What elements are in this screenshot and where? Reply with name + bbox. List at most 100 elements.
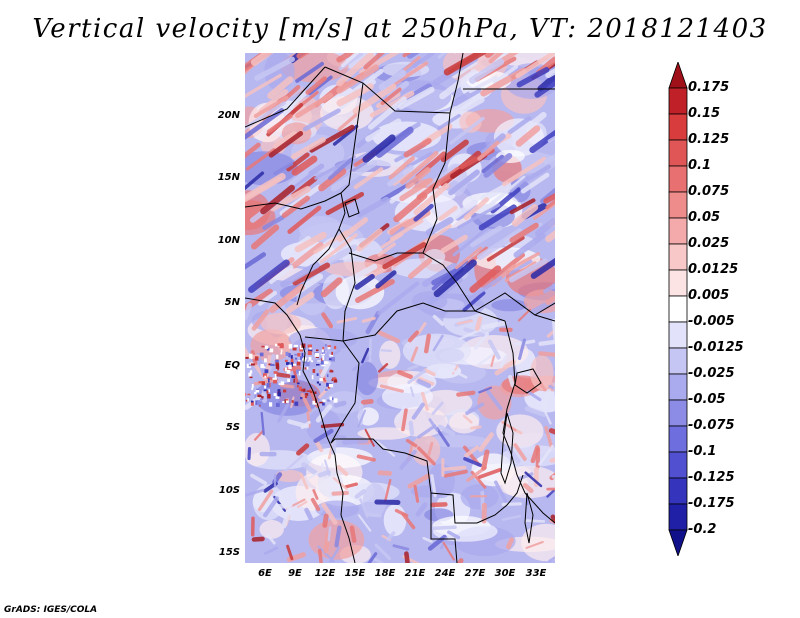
field-streak [509,222,539,243]
field-streak [320,277,343,298]
field-speckle [268,363,272,366]
field-streak [520,172,550,194]
map-title: Vertical velocity [m/s] at 250hPa, VT: 2… [32,14,768,44]
field-streak [411,402,425,420]
field-streak [245,142,261,159]
field-streak [548,428,555,435]
field-speckle [249,370,253,374]
field-streak [477,140,500,161]
field-streak [281,195,310,219]
field-speckle [254,391,257,395]
field-speckle [263,366,266,368]
field-speckle [278,400,281,404]
field-streak [501,502,522,507]
lon-label-21e: 21E [404,568,426,579]
field-streak [372,557,384,563]
field-streak [245,148,276,171]
field-streak [290,137,326,160]
field-streak [465,276,503,302]
lon-label-24e: 24E [434,568,456,579]
field-streak [431,401,444,416]
field-streak [286,152,310,172]
field-streak [486,389,503,411]
border-chad-car [348,252,423,262]
field-speckle [284,399,288,404]
field-speckle [331,351,333,355]
field-streak [296,53,310,59]
field-streak [317,469,331,478]
field-streak [456,203,501,229]
field-streak [269,185,311,212]
field-speckle [285,398,289,403]
field-streak [490,352,496,367]
field-speckle [268,378,270,383]
field-streak [398,86,435,110]
field-streak [304,507,313,521]
field-streak [428,418,439,432]
map-panel [245,53,555,563]
field-streak [295,61,324,83]
colorbar-swatch [668,139,688,167]
field-streak [354,273,375,290]
field-speckle [322,355,325,360]
field-streak [437,424,456,437]
field-streak [299,473,309,490]
lake-victoria [514,368,542,394]
field-speckle [280,381,285,386]
field-streak [277,377,290,384]
field-streak [442,541,455,561]
field-speckle [331,379,334,381]
field-speckle [273,393,277,396]
field-speckle [307,350,312,355]
field-speckle [293,344,299,347]
field-speckle [282,401,286,403]
field-streak [308,75,333,96]
lon-label-27e: 27E [464,568,486,579]
field-streak [408,420,415,436]
field-streak [550,514,555,524]
field-patch [402,333,471,368]
field-streak [363,53,386,70]
field-speckle [275,359,279,363]
field-speckle [316,381,319,384]
field-streak [551,475,555,479]
field-streak [435,427,450,447]
field-speckle [328,358,332,361]
field-patch [459,111,482,133]
field-streak [392,544,410,551]
border-drc-zambia [476,474,524,524]
field-speckle [306,390,312,392]
colorbar-swatch [668,477,688,505]
field-speckle [309,347,312,351]
field-speckle [264,369,269,374]
field-patch [275,469,304,483]
colorbar-label: 0.1 [688,158,712,173]
field-streak [245,73,282,99]
field-speckle [291,375,296,379]
field-speckle [268,382,271,388]
field-speckle [293,378,295,383]
field-streak [508,375,515,388]
field-streak [494,359,516,376]
field-streak [250,53,274,66]
field-streak [263,496,280,518]
field-speckle [326,374,329,378]
field-streak [422,536,433,543]
border-drc-east [502,320,526,494]
field-streak [452,227,489,257]
field-streak [525,541,544,549]
field-streak [477,468,502,479]
field-streak [375,126,414,158]
field-speckle [261,396,264,399]
colorbar-label: 0.075 [688,184,730,199]
field-streak [432,334,444,352]
field-streak [545,230,555,243]
field-speckle [261,381,265,386]
field-speckle [309,390,313,394]
field-streak [313,428,334,443]
field-streak [250,224,280,250]
field-streak [540,187,555,204]
field-streak [365,512,382,518]
field-speckle [305,361,310,366]
field-speckle [327,345,332,347]
